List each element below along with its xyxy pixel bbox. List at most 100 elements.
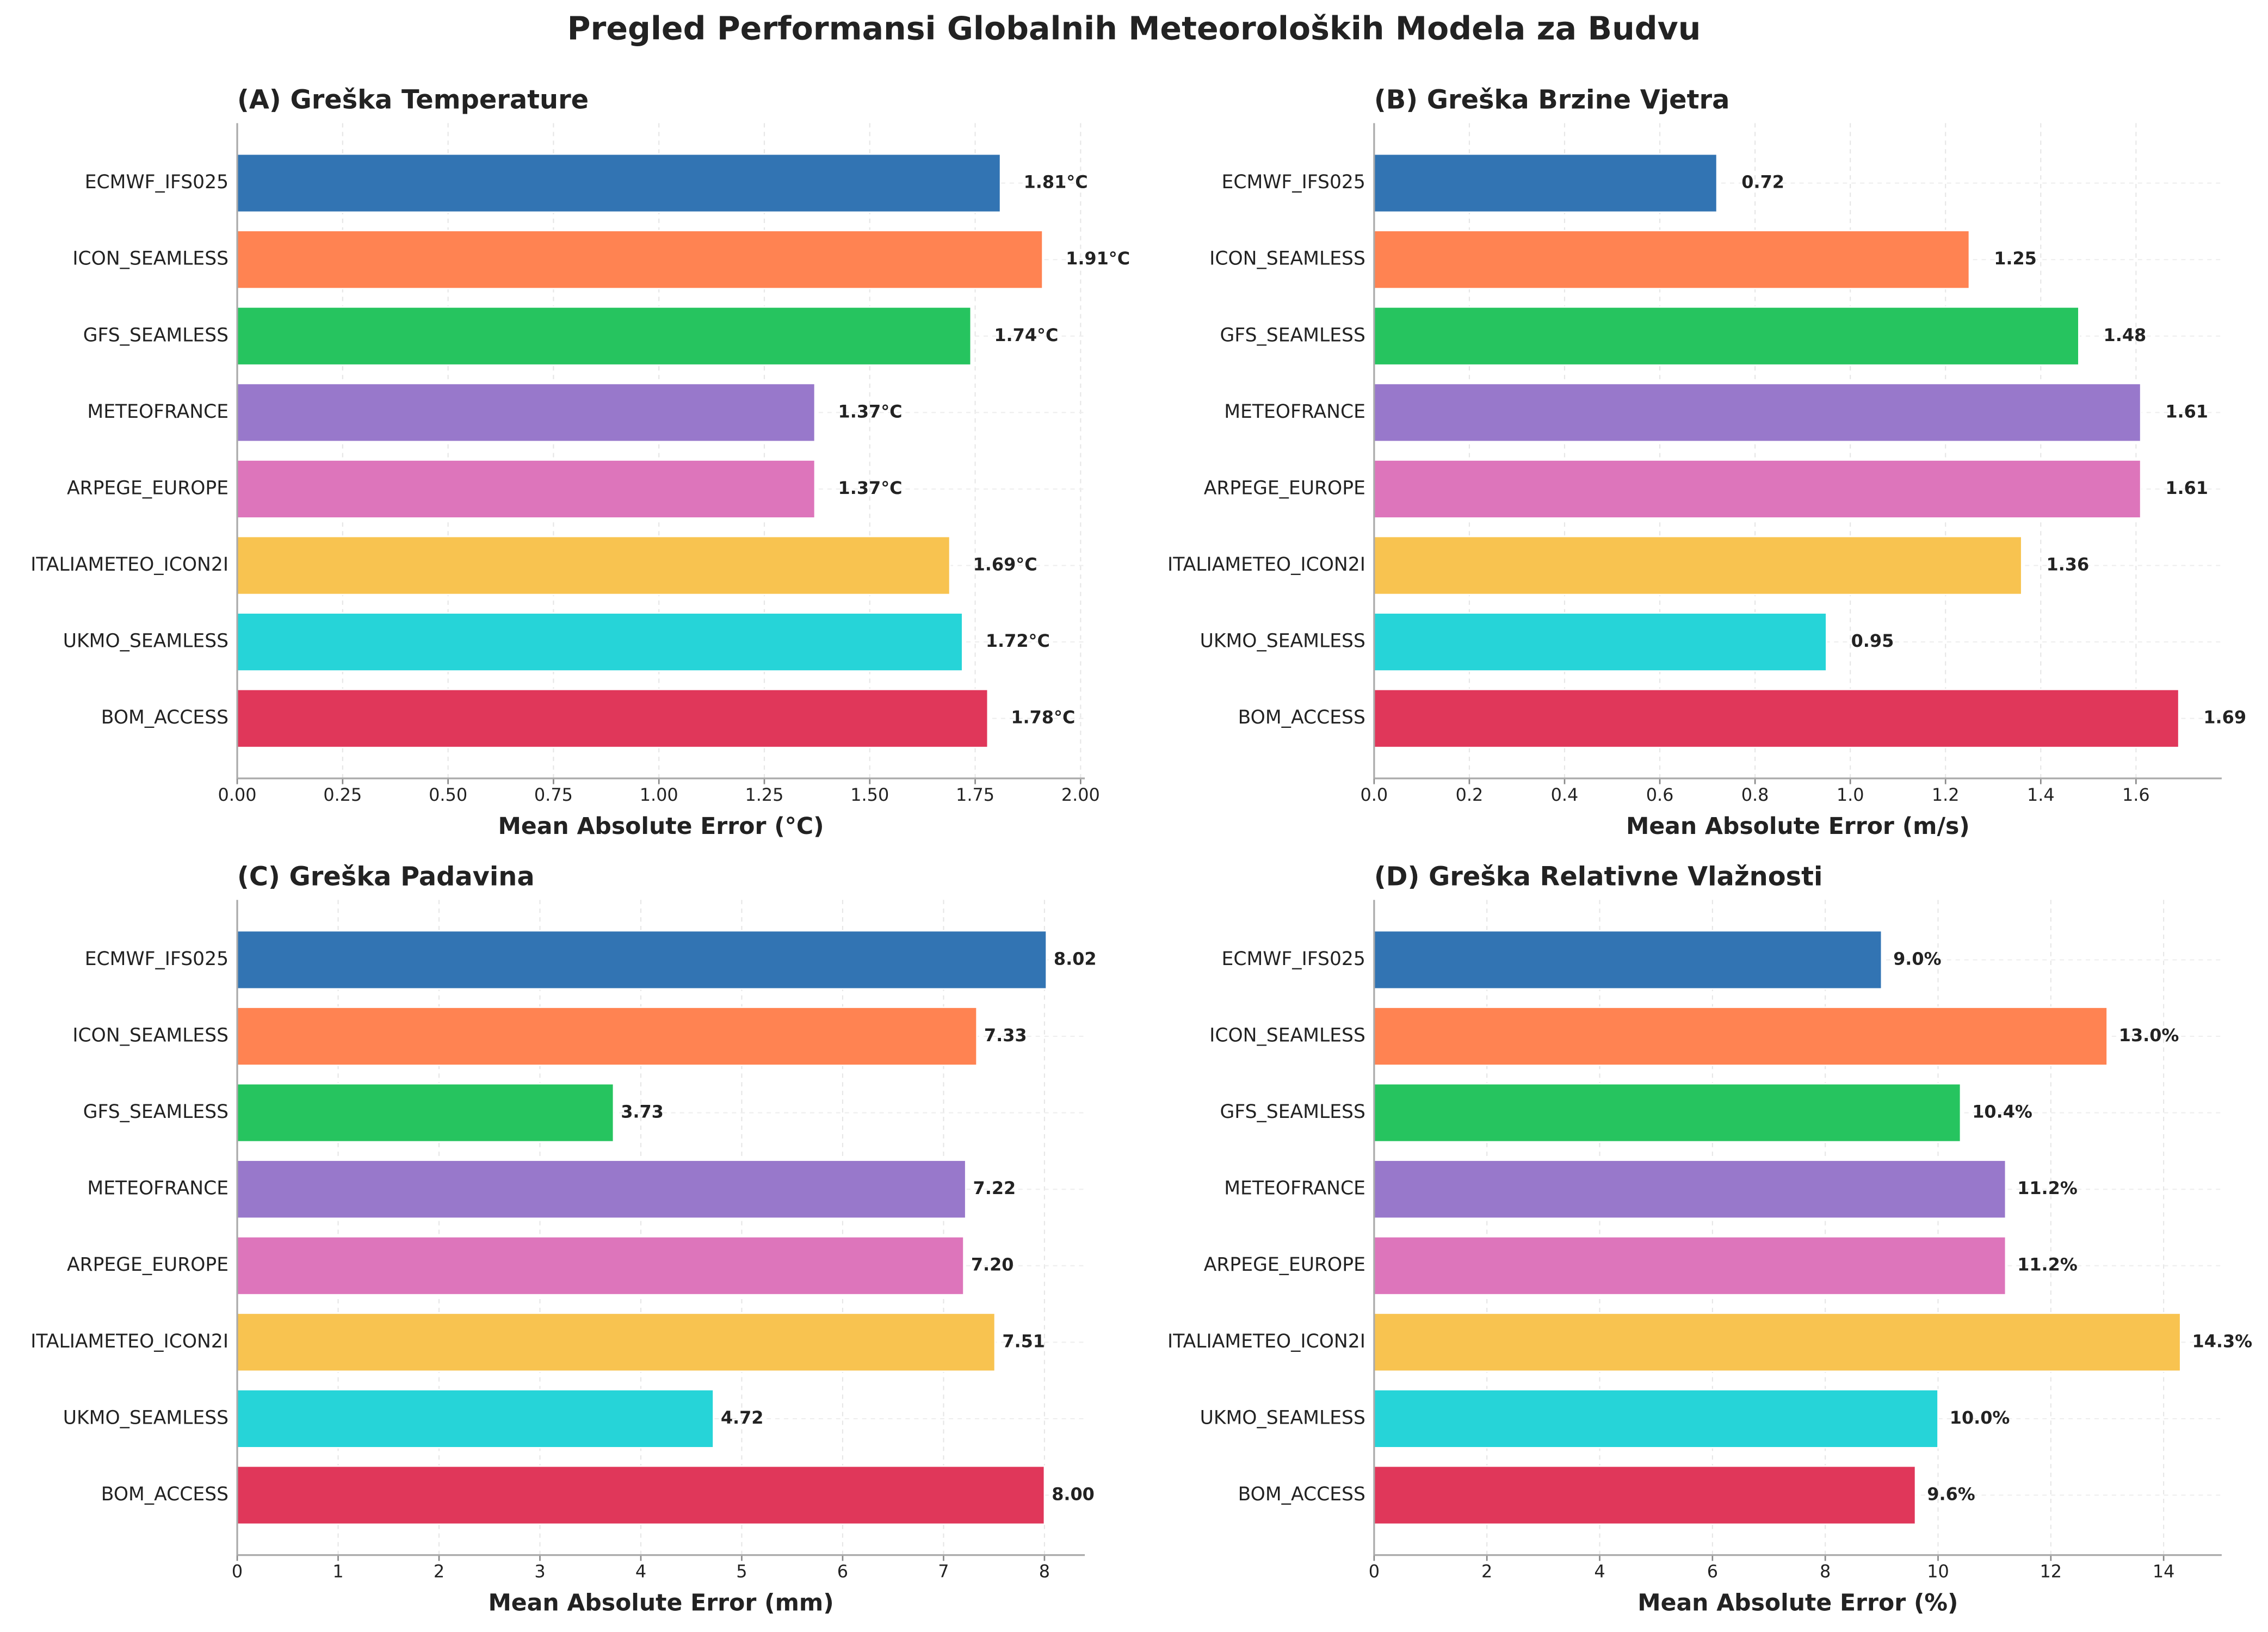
- y-tick-label: ICON_SEAMLESS: [72, 248, 228, 270]
- bar: [236, 1083, 615, 1143]
- bar: [236, 612, 963, 672]
- value-label: 1.37°C: [838, 401, 903, 422]
- y-tick-label: ECMWF_IFS025: [1222, 948, 1365, 970]
- y-tick-label: METEOFRANCE: [1224, 1178, 1365, 1200]
- bar: [1373, 1389, 1939, 1449]
- value-label: 3.73: [621, 1102, 664, 1122]
- value-label: 4.72: [721, 1407, 764, 1428]
- y-tick-label: ECMWF_IFS025: [85, 948, 228, 970]
- x-tick-label: 1.25: [745, 784, 783, 805]
- value-label: 7.20: [971, 1254, 1014, 1275]
- y-tick-label: ITALIAMETEO_ICON2I: [30, 554, 228, 576]
- value-label: 1.81°C: [1024, 172, 1088, 193]
- bar: [236, 688, 989, 749]
- value-label: 14.3%: [2192, 1331, 2253, 1351]
- x-tick-label: 14: [2153, 1561, 2175, 1582]
- y-tick-label: GFS_SEAMLESS: [83, 1101, 228, 1123]
- value-label: 11.2%: [2017, 1178, 2078, 1198]
- y-tick-label: ARPEGE_EUROPE: [1204, 477, 1365, 499]
- bar: [1373, 612, 1827, 672]
- y-tick-label: ECMWF_IFS025: [85, 171, 228, 193]
- x-tick-label: 0.4: [1551, 784, 1579, 805]
- x-tick-label: 6: [837, 1561, 848, 1582]
- x-tick-label: 1: [332, 1561, 343, 1582]
- value-label: 1.91°C: [1066, 248, 1130, 269]
- x-axis-label: Mean Absolute Error (°C): [498, 813, 824, 840]
- x-tick-label: 4: [1594, 1561, 1605, 1582]
- y-tick-label: BOM_ACCESS: [1238, 1483, 1365, 1505]
- x-tick-label: 4: [635, 1561, 646, 1582]
- y-tick-label: ARPEGE_EUROPE: [67, 1254, 228, 1276]
- x-axis-label: Mean Absolute Error (mm): [488, 1590, 833, 1617]
- bar: [1373, 306, 2080, 366]
- bar: [236, 306, 972, 366]
- y-tick-label: ITALIAMETEO_ICON2I: [30, 1331, 228, 1352]
- panel-title: (D) Greška Relativne Vlažnosti: [1374, 862, 1822, 892]
- x-tick-label: 1.75: [956, 784, 994, 805]
- x-tick-label: 0.00: [218, 784, 257, 805]
- value-label: 1.61: [2165, 401, 2208, 422]
- x-tick-label: 1.2: [1932, 784, 1960, 805]
- x-tick-label: 8: [1820, 1561, 1831, 1582]
- bar: [236, 535, 951, 596]
- x-tick-label: 2: [1481, 1561, 1492, 1582]
- x-tick-label: 0.8: [1741, 784, 1769, 805]
- bar: [1373, 1159, 2007, 1219]
- x-tick-label: 0.25: [323, 784, 362, 805]
- y-tick-label: ARPEGE_EUROPE: [67, 477, 228, 499]
- bar: [236, 1006, 978, 1066]
- bar: [1373, 382, 2142, 443]
- bar: [1373, 1006, 2108, 1066]
- y-tick-label: METEOFRANCE: [87, 401, 228, 423]
- value-label: 1.48: [2104, 325, 2147, 345]
- y-tick-label: GFS_SEAMLESS: [83, 324, 228, 346]
- x-tick-label: 0.2: [1456, 784, 1484, 805]
- x-axis-label: Mean Absolute Error (%): [1637, 1590, 1958, 1617]
- x-tick-label: 0.0: [1361, 784, 1388, 805]
- bar: [236, 459, 816, 519]
- x-tick-label: 0: [232, 1561, 243, 1582]
- y-tick-label: METEOFRANCE: [87, 1178, 228, 1200]
- bar: [236, 153, 1002, 213]
- bar: [1373, 153, 1718, 213]
- panel-title: (B) Greška Brzine Vjetra: [1374, 85, 1730, 115]
- value-label: 7.33: [984, 1025, 1027, 1046]
- value-label: 10.0%: [1950, 1407, 2010, 1428]
- value-label: 1.37°C: [838, 478, 903, 498]
- bar: [236, 1465, 1046, 1525]
- x-tick-label: 12: [2040, 1561, 2062, 1582]
- x-tick-label: 5: [736, 1561, 747, 1582]
- y-tick-label: UKMO_SEAMLESS: [1200, 630, 1365, 652]
- bar: [236, 230, 1043, 289]
- x-tick-label: 0: [1369, 1561, 1380, 1582]
- x-tick-label: 0.50: [429, 784, 467, 805]
- y-tick-label: ARPEGE_EUROPE: [1204, 1254, 1365, 1276]
- y-tick-label: GFS_SEAMLESS: [1220, 1101, 1365, 1123]
- y-tick-label: UKMO_SEAMLESS: [1200, 1407, 1365, 1429]
- value-label: 1.69°C: [973, 554, 1037, 575]
- value-label: 7.51: [1002, 1331, 1045, 1351]
- value-label: 0.95: [1851, 630, 1894, 651]
- value-label: 10.4%: [1972, 1102, 2032, 1122]
- y-tick-label: ICON_SEAMLESS: [1209, 1024, 1365, 1046]
- value-label: 1.61: [2165, 478, 2208, 498]
- bar: [1373, 1235, 2007, 1296]
- x-tick-label: 2.00: [1061, 784, 1100, 805]
- x-tick-label: 6: [1707, 1561, 1718, 1582]
- figure-title: Pregled Performansi Globalnih Meteorološ…: [567, 10, 1701, 47]
- bar: [1373, 688, 2180, 749]
- x-tick-label: 2: [434, 1561, 444, 1582]
- y-tick-label: ITALIAMETEO_ICON2I: [1167, 554, 1365, 576]
- value-label: 13.0%: [2119, 1025, 2179, 1046]
- bar: [236, 1312, 996, 1373]
- value-label: 0.72: [1741, 172, 1784, 193]
- bar: [236, 382, 816, 443]
- x-tick-label: 10: [1927, 1561, 1949, 1582]
- panel-title: (C) Greška Padavina: [237, 862, 535, 892]
- bar: [1373, 230, 1970, 289]
- bar: [236, 1235, 965, 1296]
- y-tick-label: BOM_ACCESS: [1238, 707, 1365, 728]
- x-tick-label: 1.4: [2027, 784, 2055, 805]
